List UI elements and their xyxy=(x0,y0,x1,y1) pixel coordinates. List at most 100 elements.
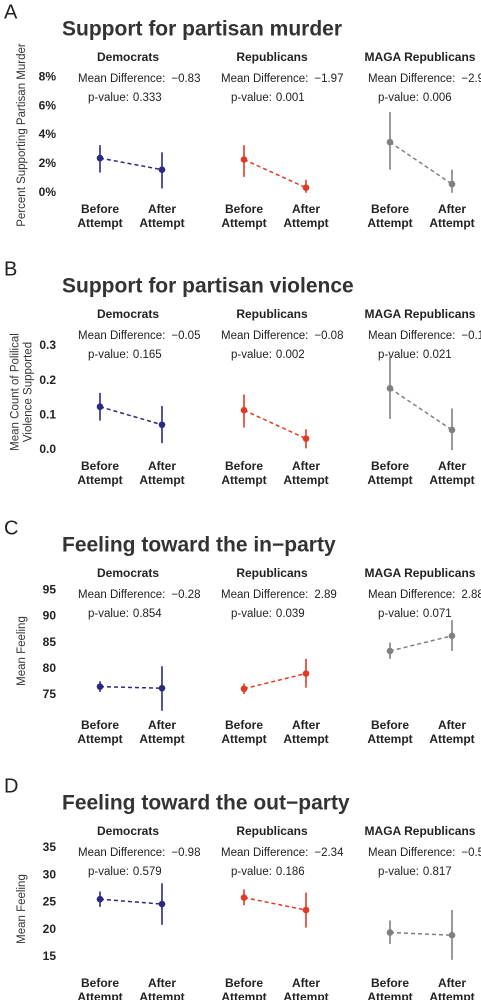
point xyxy=(240,685,248,693)
stat-label: p-value: xyxy=(378,608,419,620)
x-tick-label: After Attempt xyxy=(139,202,185,230)
y-tick-label: 15 xyxy=(43,949,57,963)
point xyxy=(96,895,104,903)
stat-value: 0.006 xyxy=(423,92,452,104)
point xyxy=(448,180,456,188)
stat-label: p-value: xyxy=(88,349,129,361)
point xyxy=(302,435,310,442)
facet-title: Democrats xyxy=(97,566,159,580)
y-tick-label: 30 xyxy=(43,867,57,881)
point xyxy=(96,403,104,411)
point xyxy=(302,184,310,192)
stat-value: 0.579 xyxy=(133,866,162,878)
facet-title: Democrats xyxy=(97,824,159,838)
stat-label: p-value: xyxy=(378,92,419,104)
x-tick-label-box: After Attempt xyxy=(139,202,185,230)
x-tick-label-box: Before Attempt xyxy=(221,718,266,746)
x-tick-label: After Attempt xyxy=(283,718,329,746)
x-tick-label: Before Attempt xyxy=(77,718,123,746)
connector xyxy=(389,635,453,652)
stat-value: 0.002 xyxy=(276,349,305,361)
stat-label: p-value: xyxy=(231,608,272,620)
connector xyxy=(99,406,163,426)
stat-value: 2.88 xyxy=(461,589,481,601)
connector xyxy=(243,158,307,189)
x-tick-label-box: After Attempt xyxy=(283,976,328,1000)
x-tick-label-box: After Attempt xyxy=(283,202,328,230)
y-axis-label: Percent Supporting Partisan Murder xyxy=(16,43,28,227)
stat-p-value: p-value: 0.186 xyxy=(231,866,305,878)
stat-value: −2.34 xyxy=(314,847,344,859)
stat-p-value: p-value: 0.817 xyxy=(378,866,452,878)
facet-title: Republicans xyxy=(236,824,308,838)
facet-title: Republicans xyxy=(236,50,308,64)
stat-label: p-value: xyxy=(231,349,272,361)
stat-value: −1.97 xyxy=(314,73,343,85)
stat-mean-difference: Mean Difference: −0.57 xyxy=(368,847,481,859)
stat-value: 0.165 xyxy=(133,349,162,361)
stat-value: −0.57 xyxy=(461,847,481,859)
stat-value: −0.05 xyxy=(171,330,200,342)
point xyxy=(240,156,248,163)
y-tick-label: 2% xyxy=(39,156,57,170)
y-tick-label: 0.2 xyxy=(39,373,56,387)
stat-mean-difference: Mean Difference: −0.28 xyxy=(78,589,200,601)
stat-p-value: p-value: 0.579 xyxy=(88,866,162,878)
stat-mean-difference: Mean Difference: −0.83 xyxy=(78,73,200,85)
y-axis-label: Mean Count of Polilical xyxy=(10,333,22,451)
x-tick-label: After Attempt xyxy=(429,202,475,230)
x-tick-label-box: After Attempt xyxy=(283,718,329,746)
x-tick-label-box: Before Attempt xyxy=(221,459,266,487)
stat-p-value: p-value: 0.006 xyxy=(378,92,452,104)
panel-label: C xyxy=(4,517,18,539)
stat-value: 2.89 xyxy=(314,589,336,601)
connector xyxy=(389,931,453,936)
facet-title: MAGA Republicans xyxy=(365,824,476,838)
stat-p-value: p-value: 0.039 xyxy=(231,608,305,620)
point xyxy=(96,683,104,690)
stat-label: p-value: xyxy=(231,866,272,878)
stat-value: −0.83 xyxy=(171,73,200,85)
facet-title: MAGA Republicans xyxy=(365,566,476,580)
x-tick-label-box: After Attempt xyxy=(139,459,184,487)
x-tick-label: Before Attempt xyxy=(221,976,267,1000)
y-axis-label: Mean Feeling xyxy=(16,874,28,944)
y-tick-label: 0% xyxy=(39,185,57,199)
x-tick-label: After Attempt xyxy=(283,459,329,487)
panel-label: A xyxy=(4,1,18,23)
y-tick-label: 4% xyxy=(39,127,57,141)
x-tick-label: After Attempt xyxy=(429,718,475,746)
stat-mean-difference: Mean Difference: −0.12 xyxy=(368,330,481,342)
x-tick-label-box: Before Attempt xyxy=(77,202,122,230)
connector xyxy=(243,409,307,440)
stat-mean-difference: Mean Difference: 2.88 xyxy=(368,589,481,601)
x-tick-label: After Attempt xyxy=(139,976,185,1000)
point xyxy=(302,670,310,677)
x-tick-label-box: After Attempt xyxy=(429,718,475,746)
facet-title: Democrats xyxy=(97,307,159,321)
x-tick-label-box: Before Attempt xyxy=(367,202,412,230)
connector xyxy=(243,672,307,690)
x-tick-label: Before Attempt xyxy=(367,976,413,1000)
stat-label: Mean Difference: xyxy=(221,589,308,601)
stat-p-value: p-value: 0.854 xyxy=(88,608,162,620)
x-tick-label-box: Before Attempt xyxy=(367,976,413,1000)
x-tick-label-box: Before Attempt xyxy=(77,718,123,746)
x-tick-label: Before Attempt xyxy=(367,718,413,746)
stat-mean-difference: Mean Difference: −0.08 xyxy=(221,330,343,342)
stat-value: 0.071 xyxy=(423,608,452,620)
stat-p-value: p-value: 0.002 xyxy=(231,349,305,361)
stat-p-value: p-value: 0.021 xyxy=(378,349,452,361)
facet-title: MAGA Republicans xyxy=(365,50,476,64)
connector xyxy=(389,387,453,431)
y-tick-label: 0.3 xyxy=(39,338,56,352)
stat-label: Mean Difference: xyxy=(78,589,165,601)
point xyxy=(448,632,456,640)
facet-title: Republicans xyxy=(236,307,308,321)
stat-value: −0.12 xyxy=(461,330,481,342)
stat-label: p-value: xyxy=(231,92,272,104)
connector xyxy=(389,141,453,185)
facet-title: MAGA Republicans xyxy=(365,307,476,321)
